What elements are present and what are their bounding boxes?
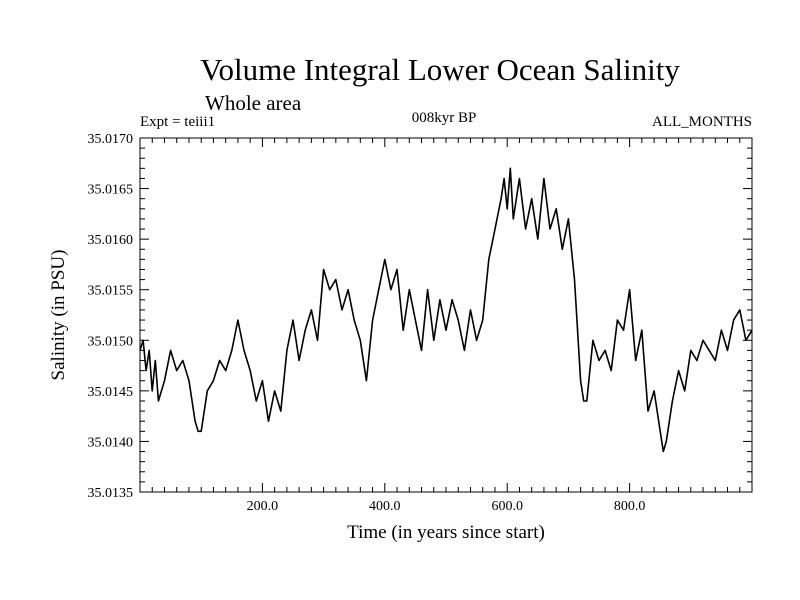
y-tick-label: 35.0140 (88, 435, 134, 450)
x-tick-label: 200.0 (247, 499, 279, 514)
x-tick-label: 600.0 (491, 499, 523, 514)
y-axis-label: Salinity (in PSU) (48, 250, 69, 381)
chart-title: Volume Integral Lower Ocean Salinity (200, 52, 680, 87)
y-tick-label: 35.0160 (88, 233, 134, 248)
plot-frame (139, 137, 753, 493)
y-axis: 35.0135 35.0140 35.0145 35.0150 35.0155 35.01… (88, 132, 752, 501)
y-tick-label: 35.0155 (88, 284, 134, 299)
months-label: ALL_MONTHS (652, 114, 752, 130)
x-axis: 200.0 400.0 600.0 800.0 (151, 138, 741, 514)
y-tick-label: 35.0150 (88, 334, 134, 349)
y-tick-label: 35.0165 (88, 183, 134, 198)
x-tick-label: 800.0 (614, 499, 646, 514)
y-tick-label: 35.0170 (88, 132, 134, 147)
x-tick-label: 400.0 (369, 499, 401, 514)
experiment-label: Expt = teiii1 (140, 114, 215, 130)
y-tick-label: 35.0135 (88, 486, 134, 501)
salinity-series-line (139, 167, 753, 453)
x-axis-label: Time (in years since start) (347, 522, 545, 543)
period-label: 008kyr BP (412, 110, 477, 126)
y-tick-label: 35.0145 (88, 385, 134, 400)
chart-subtitle: Whole area (205, 91, 302, 115)
